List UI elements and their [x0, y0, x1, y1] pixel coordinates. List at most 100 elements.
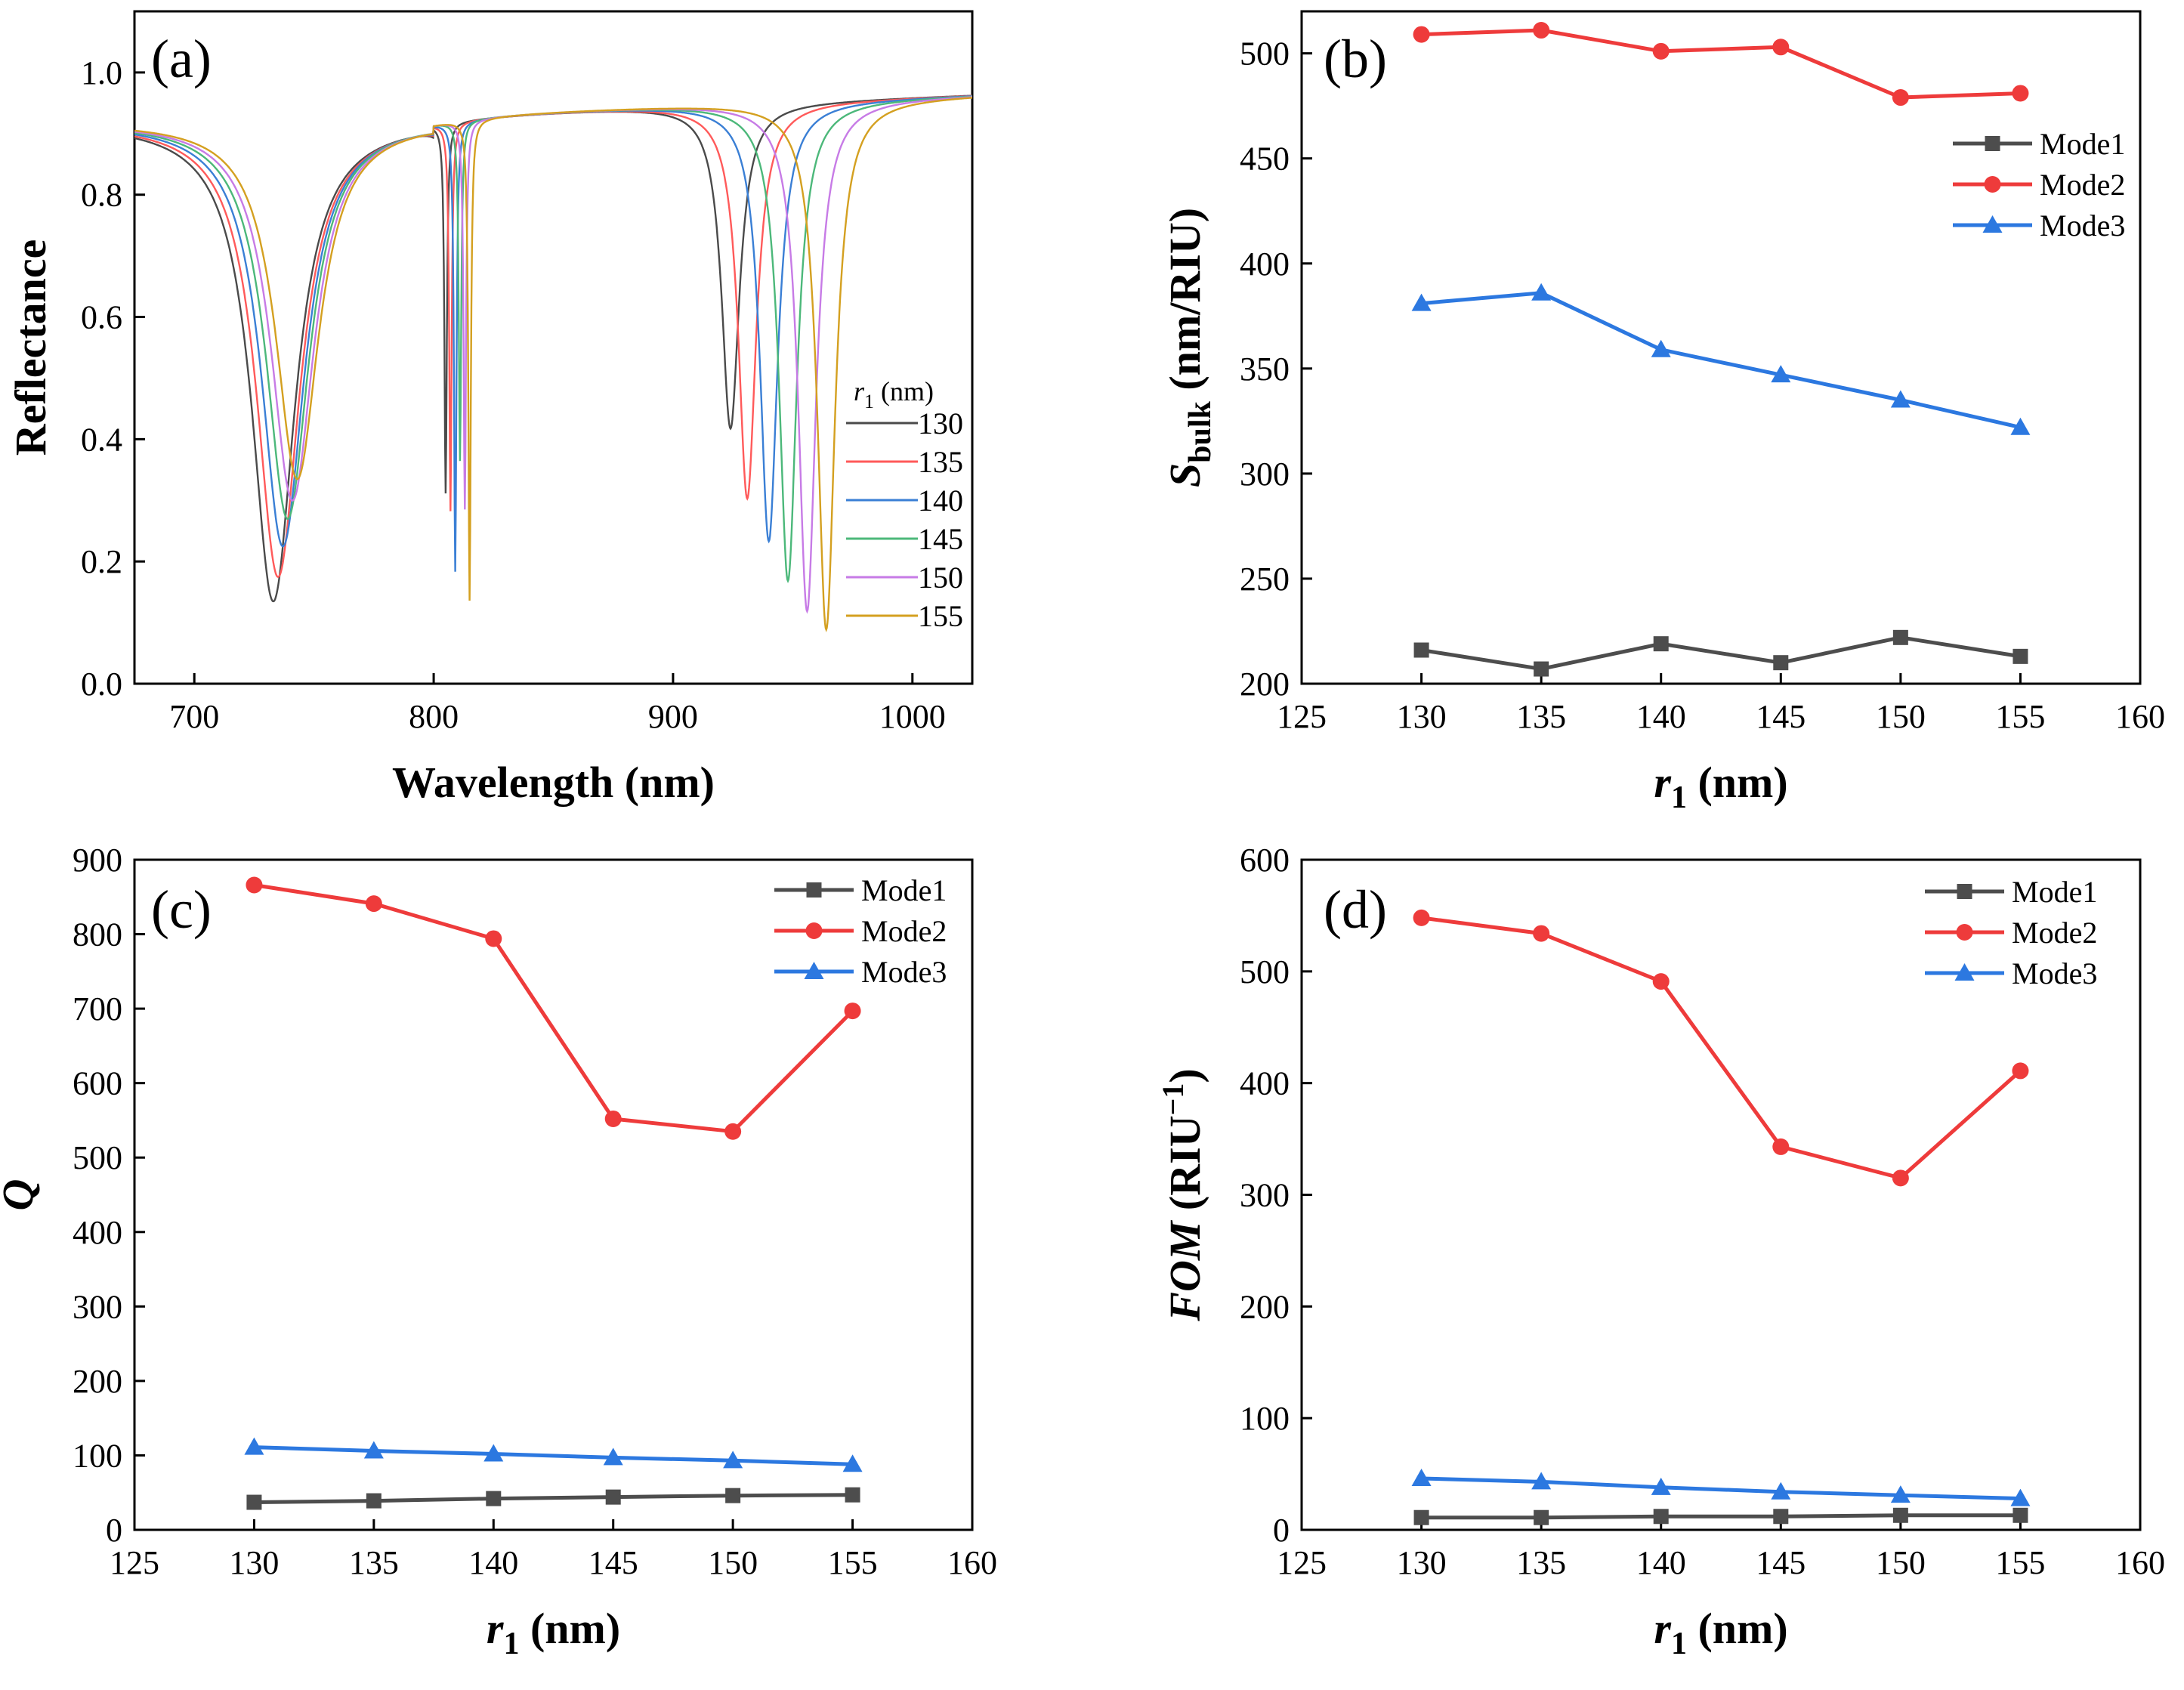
x-axis-unit: (nm)	[1687, 758, 1788, 807]
data-point-mode1	[1653, 1509, 1669, 1525]
chart-panel-3: 125 130 135 140 145 150 155 1600100200300400500…	[0, 842, 997, 1661]
legend-title-var: r	[854, 376, 865, 406]
legend-label: 150	[918, 561, 963, 595]
data-point-mode2	[1413, 909, 1430, 926]
data-point-mode3	[1651, 1477, 1671, 1495]
x-tick-label: 800	[409, 698, 459, 735]
legend-title: r1 (nm)	[854, 376, 934, 412]
series-line-mode1	[1421, 1513, 2021, 1520]
data-point-mode3	[1890, 390, 1911, 408]
x-axis-title: Wavelength (nm)	[392, 758, 715, 807]
data-point-mode3	[483, 1444, 504, 1462]
legend-label: 145	[918, 522, 963, 556]
y-tick-label: 600	[1240, 842, 1290, 879]
y-tick-label: 200	[73, 1363, 122, 1400]
legend-label: Mode2	[2012, 916, 2097, 950]
data-point-mode3	[1531, 1472, 1552, 1490]
data-point-mode3	[1890, 1485, 1911, 1503]
plot-frame	[133, 10, 974, 685]
x-tick-label: 130	[229, 1544, 279, 1581]
y-tick-label: 0.2	[81, 543, 122, 580]
y-tick-label: 450	[1240, 141, 1290, 178]
series-line-mode3	[1421, 291, 2021, 430]
y-tick-label: 800	[73, 916, 122, 953]
x-axis-unit: (nm)	[1687, 1604, 1788, 1653]
legend-marker	[805, 922, 823, 939]
x-tick-label: 145	[1756, 698, 1806, 735]
legend-marker	[804, 962, 824, 979]
data-point-mode1	[2013, 1507, 2028, 1523]
x-axis-var: r	[1654, 1604, 1671, 1653]
legend-label: 135	[918, 445, 963, 479]
x-axis-sub: 1	[1671, 780, 1687, 815]
data-point-mode3	[1771, 365, 1791, 383]
data-point-mode1	[1892, 1507, 1908, 1523]
x-tick-label: 155	[1995, 698, 2045, 735]
y-tick-label: 500	[1240, 36, 1290, 73]
x-tick-label: 145	[588, 1544, 638, 1581]
data-point-mode3	[2010, 1488, 2031, 1506]
x-tick-label: 155	[828, 1544, 878, 1581]
x-tick-label: 130	[1397, 1544, 1447, 1581]
y-tick-label: 100	[73, 1437, 122, 1474]
chart-panel-4: 125 130 135 140 145 150 155 1600100200300400500…	[1156, 842, 2165, 1661]
legend-label: Mode3	[861, 955, 947, 989]
x-tick-label: 150	[708, 1544, 758, 1581]
x-tick-label: 700	[169, 698, 219, 735]
data-point-mode2	[1413, 26, 1430, 43]
x-axis-sub: 1	[503, 1627, 519, 1661]
legend-title-sub: 1	[864, 391, 874, 412]
x-axis-title: r1 (nm)	[1654, 758, 1787, 815]
legend-marker	[1982, 215, 2003, 233]
data-point-mode1	[1773, 1509, 1789, 1525]
panel-label: (a)	[151, 29, 212, 89]
legend-label: Mode2	[861, 914, 947, 948]
data-point-mode2	[1892, 1169, 1909, 1187]
series-line-mode2	[254, 883, 854, 1134]
y-tick-label: 400	[1240, 1065, 1290, 1102]
data-point-mode1	[725, 1488, 741, 1503]
series-line-mode3	[1421, 1476, 2021, 1501]
data-point-mode1	[2013, 648, 2028, 664]
data-point-mode1	[486, 1491, 502, 1506]
y-axis-title: FOM (RIU−1)	[1156, 1068, 1209, 1321]
y-tick-label: 0	[1273, 1512, 1290, 1549]
y-tick-label: 200	[1240, 666, 1290, 703]
x-tick-label: 140	[468, 1544, 518, 1581]
series-line-130	[134, 94, 972, 603]
x-tick-label: 160	[2115, 698, 2165, 735]
data-point-mode3	[244, 1437, 264, 1455]
x-tick-label: 150	[1876, 698, 1926, 735]
data-point-mode2	[1652, 973, 1670, 990]
data-point-mode2	[724, 1123, 742, 1140]
data-point-mode1	[1534, 1509, 1549, 1525]
legend-label: 130	[918, 406, 963, 440]
legend-label: Mode3	[2040, 209, 2125, 243]
y-tick-label: 300	[1240, 1177, 1290, 1214]
data-point-mode2	[246, 876, 263, 894]
chart-panel-1: 700 800 900 1000 0.0 0.2 0.4 0.6 0.8 1.0 (a) Wavele…	[6, 10, 974, 807]
x-axis-var: r	[1654, 758, 1671, 807]
data-point-mode2	[2012, 85, 2029, 102]
x-tick-label: 135	[1516, 698, 1566, 735]
y-axis-title: Sbulk (nm/RIU)	[1160, 208, 1218, 487]
data-point-mode3	[1771, 1481, 1791, 1500]
data-point-mode1	[845, 1487, 860, 1503]
data-point-mode2	[485, 930, 502, 947]
panel-label: (d)	[1324, 879, 1387, 940]
x-tick-label: 135	[1516, 1544, 1566, 1581]
data-point-mode2	[1772, 39, 1790, 56]
series-line-mode1	[254, 1493, 853, 1504]
x-tick-label: 125	[110, 1544, 159, 1581]
panel-label: (c)	[151, 879, 212, 940]
data-point-mode3	[1651, 339, 1671, 357]
data-point-mode1	[1892, 629, 1908, 645]
y-axis-var: S	[1160, 463, 1209, 487]
y-tick-label: 100	[1240, 1400, 1290, 1437]
data-point-mode1	[1413, 642, 1429, 658]
data-point-mode1	[246, 1494, 262, 1510]
data-point-mode1	[366, 1493, 382, 1509]
x-tick-label: 1000	[879, 698, 946, 735]
data-point-mode3	[842, 1454, 863, 1472]
